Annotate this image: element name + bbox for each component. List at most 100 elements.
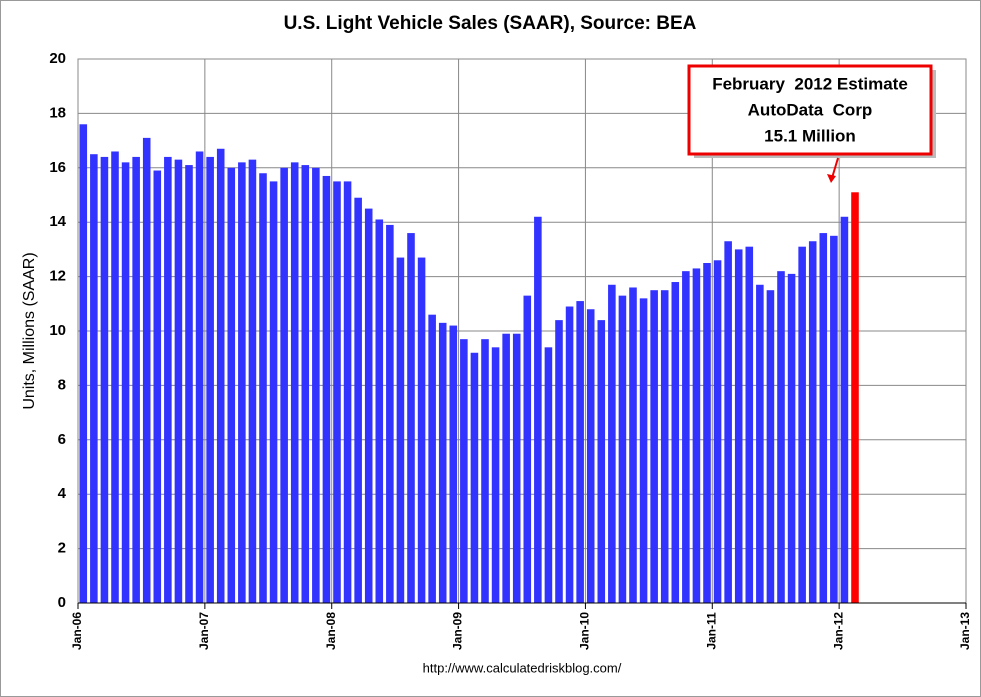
bar (756, 284, 764, 603)
bar (597, 320, 606, 603)
y-tick-label: 14 (49, 213, 66, 230)
bar (660, 290, 669, 603)
bar (851, 192, 859, 603)
bar (364, 208, 373, 603)
bar (322, 175, 331, 603)
bar (79, 124, 88, 603)
bar (301, 165, 310, 603)
x-tick-label: Jan-12 (831, 612, 845, 650)
x-tick-label: Jan-11 (704, 612, 718, 650)
annotation-box (687, 64, 933, 156)
chart-title: U.S. Light Vehicle Sales (SAAR), Source:… (284, 13, 697, 34)
bar (396, 257, 405, 603)
bar (259, 173, 267, 604)
bar (248, 159, 257, 603)
bar (671, 282, 680, 603)
bar (534, 216, 542, 603)
y-tick-label: 4 (58, 485, 67, 502)
bar (830, 235, 838, 604)
bar (417, 257, 426, 603)
bar (153, 170, 162, 603)
bar (375, 219, 384, 604)
bar (787, 273, 796, 603)
bar (766, 290, 775, 603)
y-tick-label: 8 (58, 376, 66, 393)
bar (481, 339, 489, 603)
bar (682, 271, 690, 603)
annotation-text: February 2012 Estimate (712, 74, 908, 93)
x-tick-label: Jan-09 (451, 612, 465, 650)
bar (734, 249, 743, 603)
annotation-arrow (831, 157, 839, 179)
y-tick-label: 2 (58, 540, 66, 557)
bar (280, 167, 288, 604)
annotation-arrowhead (827, 174, 836, 183)
annotation-text: AutoData Corp (748, 100, 873, 119)
bar (618, 295, 627, 603)
bar (195, 151, 204, 604)
bar (132, 156, 140, 604)
bar (724, 241, 732, 604)
bar (407, 233, 415, 603)
bar (840, 216, 849, 603)
bar (491, 347, 500, 603)
bar (354, 197, 362, 603)
bar (185, 165, 193, 603)
bar (333, 181, 341, 603)
bar (312, 167, 320, 604)
y-tick-label: 10 (49, 322, 66, 339)
bar (142, 137, 151, 603)
bar (227, 167, 236, 604)
y-tick-label: 20 (49, 50, 66, 67)
bar (290, 162, 299, 604)
bar (428, 314, 436, 603)
x-tick-label: Jan-06 (70, 612, 84, 650)
annotation: February 2012 Estimate AutoData Corp 15.1 … (687, 64, 936, 183)
bar (460, 339, 468, 603)
bar (386, 224, 394, 604)
y-tick-label: 0 (58, 594, 66, 611)
bar (100, 156, 109, 604)
bar (111, 151, 119, 604)
bar (90, 154, 98, 603)
x-tick-label: Jan-13 (958, 612, 972, 650)
y-tick-label: 16 (49, 159, 66, 176)
bar (544, 347, 553, 603)
bar (174, 159, 183, 603)
y-tick-label: 18 (49, 104, 66, 121)
bar (745, 246, 754, 603)
y-tick-label: 6 (58, 431, 66, 448)
bar (121, 162, 130, 604)
bar (206, 156, 214, 604)
bar (555, 320, 563, 603)
bar (565, 306, 574, 603)
bar (576, 301, 584, 603)
bar (777, 271, 785, 603)
bar (470, 352, 479, 603)
bar (164, 156, 172, 604)
bar (216, 148, 225, 603)
bar (523, 295, 532, 603)
source: http://www.calculatedriskblog.com/ (423, 660, 622, 675)
bar (798, 246, 806, 603)
bar (808, 241, 817, 604)
bar (629, 287, 637, 603)
bar (586, 309, 595, 603)
bar (449, 325, 458, 603)
bar (608, 284, 616, 603)
bar (692, 268, 701, 603)
x-tick-label: Jan-08 (324, 612, 338, 650)
annotation-text: 15.1 Million (764, 126, 856, 145)
x-tick-label: Jan-07 (197, 612, 211, 650)
bar (713, 260, 722, 603)
bar (703, 263, 711, 603)
bar (502, 333, 510, 603)
bar (343, 181, 352, 603)
x-tick-label: Jan-10 (578, 612, 592, 650)
bar (650, 290, 658, 603)
bar (639, 298, 648, 603)
bar (438, 322, 447, 603)
y-axis-label: Units, Millions (SAAR) (21, 252, 38, 409)
y-tick-label: 12 (49, 268, 66, 285)
